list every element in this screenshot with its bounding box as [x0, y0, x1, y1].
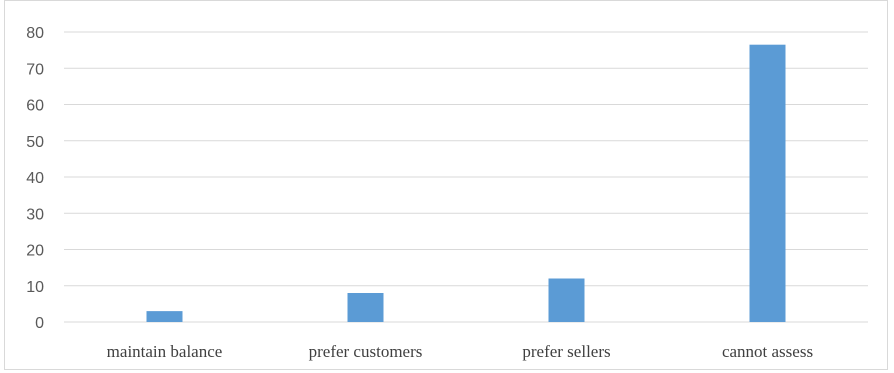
- x-axis-category-labels: maintain balance prefer customers prefer s…: [107, 342, 813, 361]
- y-axis-tick-labels: 0 10 20 30 40 50 60 70 80: [26, 25, 44, 332]
- y-tick-label: 0: [35, 315, 44, 332]
- gridlines: [64, 31, 868, 323]
- y-tick-label: 40: [26, 170, 44, 187]
- y-tick-label: 60: [26, 98, 44, 115]
- x-category-label: prefer customers: [309, 342, 423, 361]
- y-tick-label: 30: [26, 206, 44, 223]
- bar: [146, 311, 183, 322]
- chart-frame: [4, 0, 888, 370]
- x-category-label: prefer sellers: [522, 342, 610, 361]
- y-tick-label: 70: [26, 61, 44, 78]
- y-tick-label: 20: [26, 243, 44, 260]
- bars: [146, 44, 786, 322]
- y-tick-label: 50: [26, 134, 44, 151]
- y-tick-label: 80: [26, 25, 44, 42]
- bar: [548, 278, 585, 322]
- y-tick-label: 10: [26, 279, 44, 296]
- x-category-label: maintain balance: [107, 342, 223, 361]
- x-category-label: cannot assess: [722, 342, 813, 361]
- bar: [749, 44, 786, 322]
- bar: [347, 293, 384, 322]
